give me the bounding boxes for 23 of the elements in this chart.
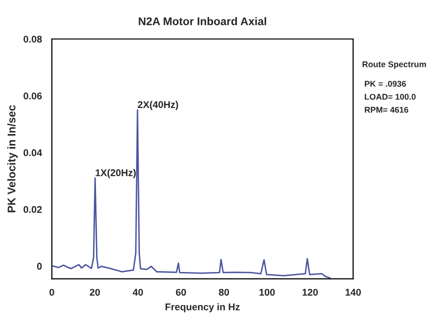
text: PK = .0936 [364, 80, 406, 87]
x-tick-label: 120 [302, 288, 318, 296]
x-axis-title: Frequency in Hz [166, 303, 240, 312]
x-tick-label: 60 [176, 288, 186, 296]
y-tick-label: 0.06 [24, 92, 42, 100]
text: Route Spectrum [362, 61, 426, 69]
x-tick-label: 140 [346, 288, 361, 296]
x-tick-label: 20 [90, 288, 100, 296]
annotation: 1X(20Hz) [96, 169, 136, 178]
x-tick-label: 40 [132, 288, 143, 296]
text: LOAD= 100.0 [364, 94, 416, 100]
x-tick-label: 100 [260, 288, 275, 296]
y-tick-label: 0.08 [24, 36, 42, 43]
x-tick-label: 80 [218, 288, 230, 296]
y-tick-label: 0 [37, 262, 42, 270]
annotation: 2X(40Hz) [138, 100, 178, 110]
x-tick-label: 0 [50, 288, 54, 296]
line-series [52, 109, 331, 279]
text: RPM= 4616 [364, 106, 408, 113]
y-tick-label: 0.02 [24, 206, 42, 213]
chart-title: N2A Motor Inboard Axial [138, 17, 266, 26]
y-tick-label: 0.04 [24, 149, 42, 156]
y-axis-title: PK Velocity in In/sec [7, 105, 18, 212]
